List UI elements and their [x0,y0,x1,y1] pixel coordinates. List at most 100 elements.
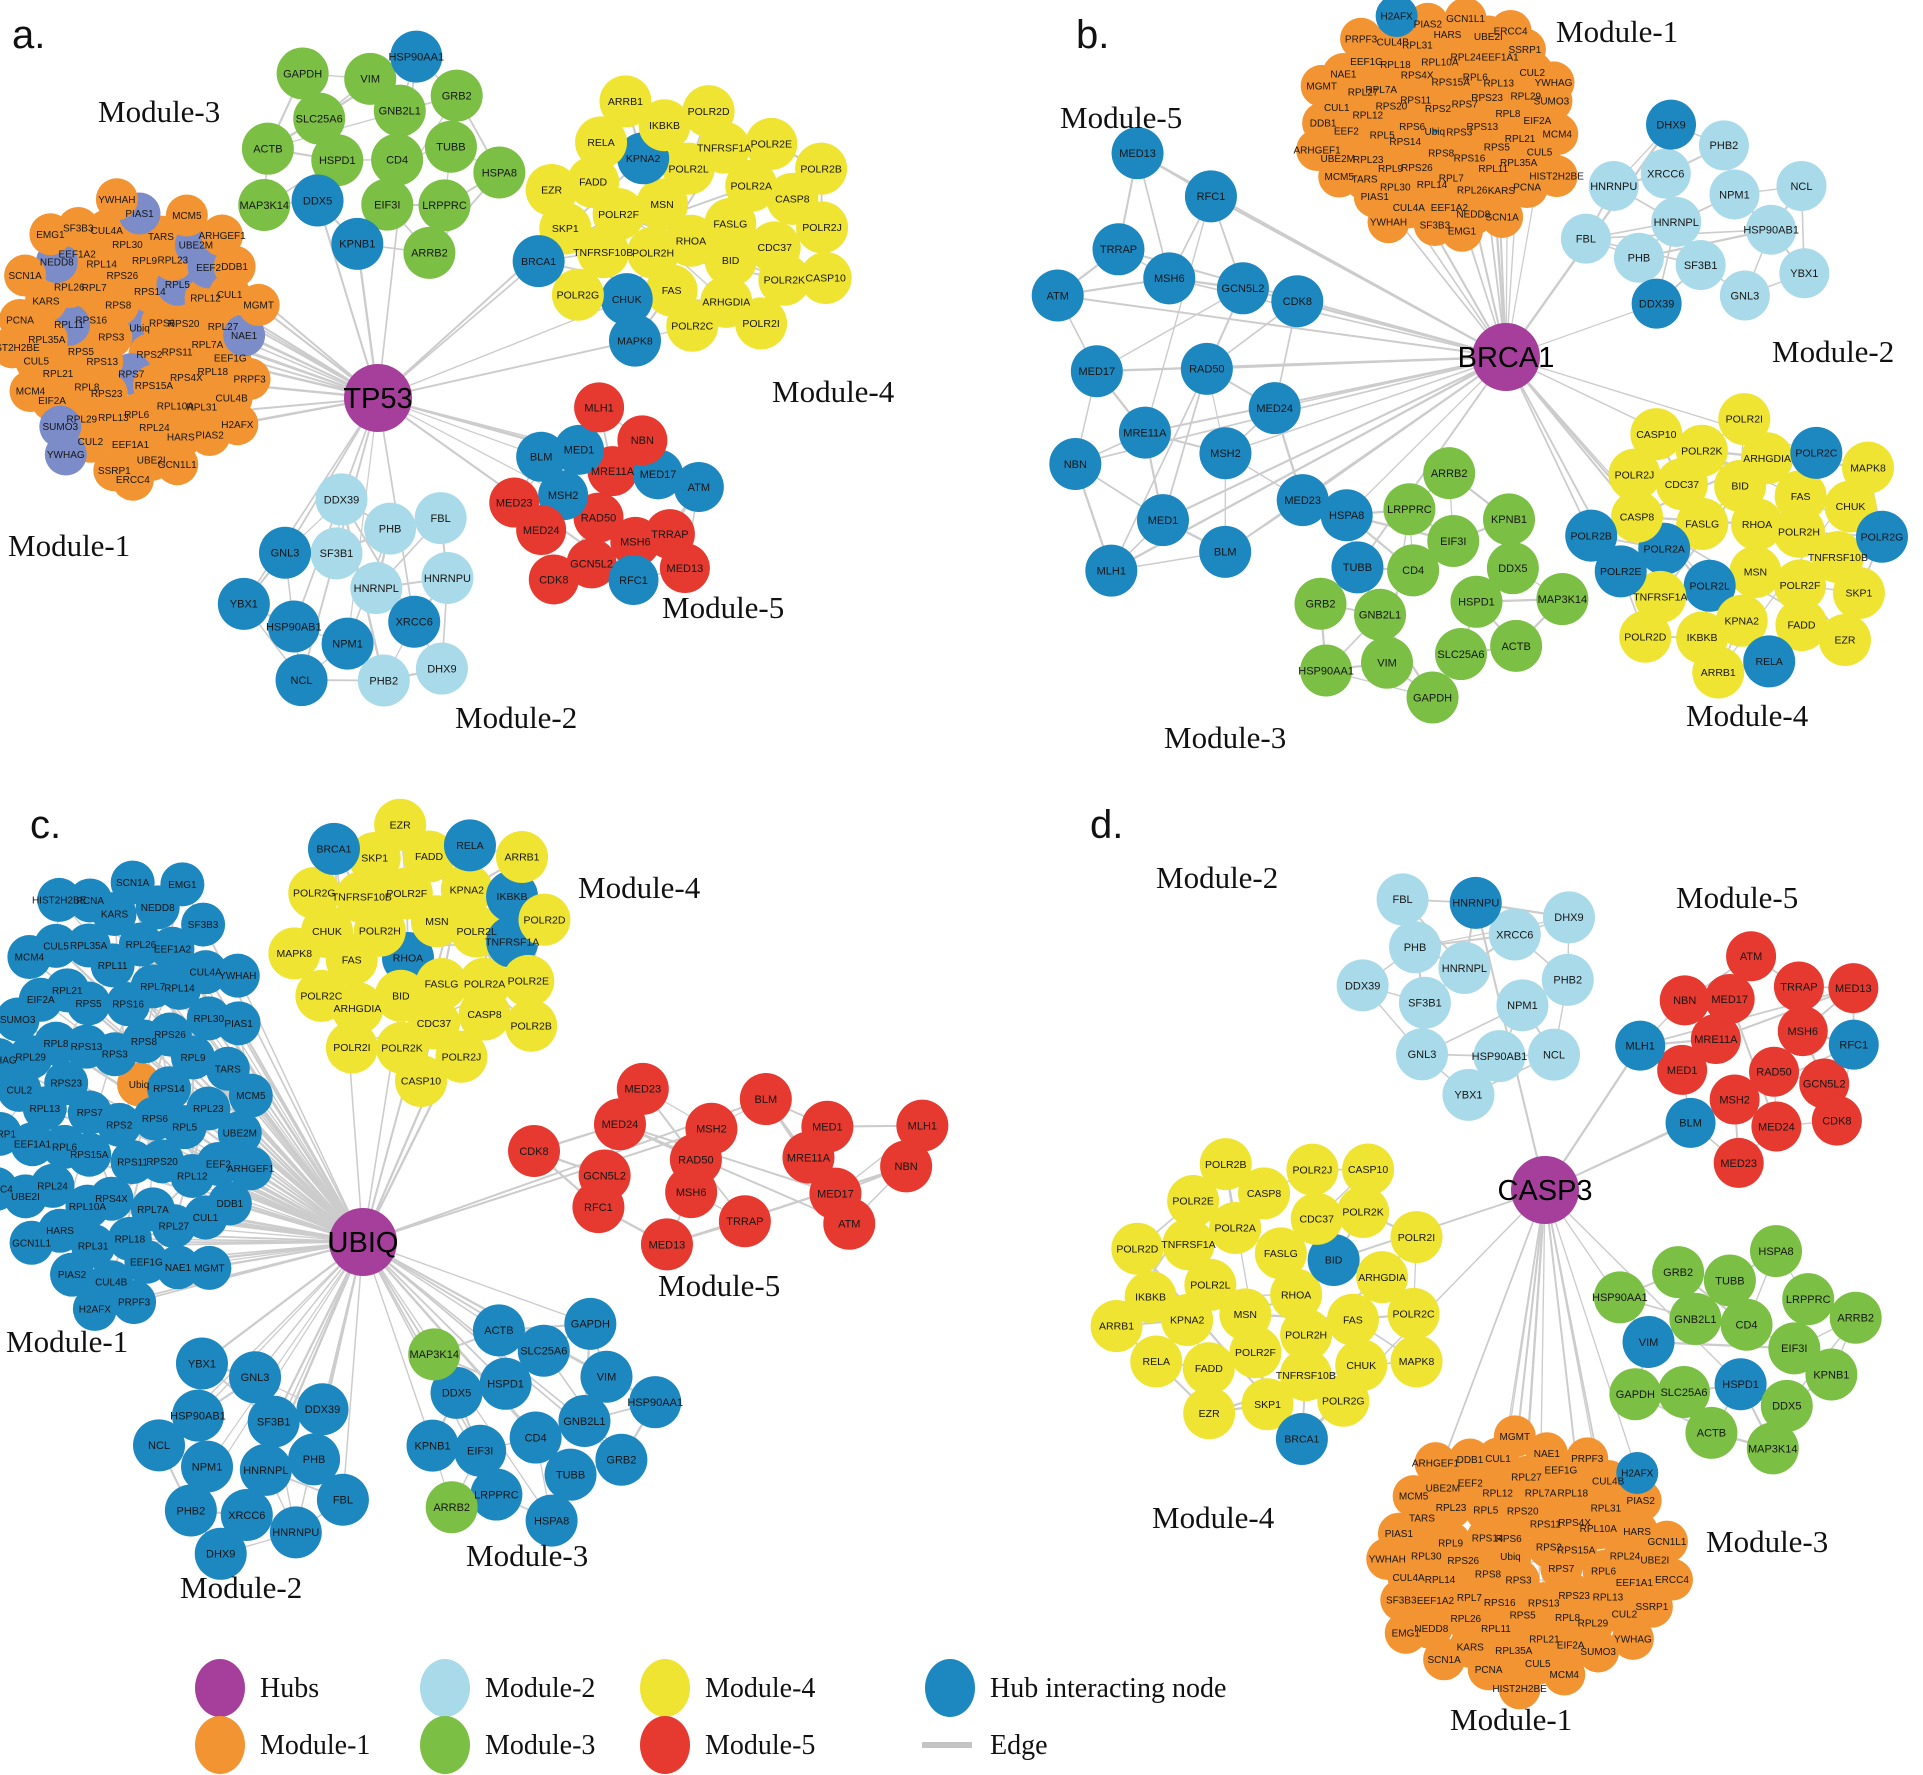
node-GRB2[interactable] [1294,577,1347,630]
node-MAPK8[interactable] [1842,441,1895,494]
node-MED23[interactable] [616,1062,669,1115]
node-ATM[interactable] [1031,269,1084,322]
node-HIST2H2BE[interactable] [1498,1667,1541,1710]
node-YWHAH[interactable] [215,953,260,998]
node-MED23[interactable] [489,477,540,528]
node-PRPF3[interactable] [1340,17,1383,60]
node-MSH2[interactable] [1199,427,1252,480]
node-POLR2F[interactable] [1229,1326,1282,1379]
node-NBN[interactable] [1659,975,1710,1026]
node-GNL3[interactable] [229,1351,282,1404]
node-ACTB[interactable] [472,1304,525,1357]
node-NCL[interactable] [1776,160,1827,211]
node-GCN1L1[interactable] [1645,1520,1688,1563]
node-PHB[interactable] [364,502,417,555]
node-DHX9[interactable] [415,642,468,695]
node-YWHAH[interactable] [1367,201,1410,244]
node-HSPD1[interactable] [1450,575,1503,628]
node-SF3B3[interactable] [181,902,226,947]
node-NCL[interactable] [275,654,328,707]
node-EIF3I[interactable] [361,178,414,231]
node-POLR2D[interactable] [1619,610,1672,663]
node-SF3B1[interactable] [1675,239,1726,290]
node-MCM4[interactable] [1543,1653,1586,1696]
node-H2AFX[interactable] [216,403,259,446]
node-MSH6[interactable] [1143,252,1196,305]
node-SF3B3[interactable] [1380,1579,1423,1622]
node-MED13[interactable] [1828,963,1879,1014]
node-DDX5[interactable] [291,174,344,227]
node-HNRNPU[interactable] [1588,160,1639,211]
node-POLR2C[interactable] [1790,426,1843,479]
node-POLR2C[interactable] [666,299,719,352]
node-NPM1[interactable] [181,1440,234,1493]
node-TNFRSF1A[interactable] [1162,1218,1215,1271]
node-POLR2A[interactable] [725,159,778,212]
node-POLR2K[interactable] [1675,424,1728,477]
node-PHB[interactable] [1389,921,1442,974]
node-EEF1A2[interactable] [150,926,195,971]
node-SKP1[interactable] [1241,1378,1294,1431]
node-YBX1[interactable] [217,577,270,630]
node-EZR[interactable] [1183,1387,1236,1440]
node-MAP3K14[interactable] [408,1328,461,1381]
node-MED23[interactable] [1276,474,1329,527]
node-EZR[interactable] [374,798,427,851]
node-MED13[interactable] [640,1218,693,1271]
node-MAPK8[interactable] [608,314,661,367]
node-RELA[interactable] [1130,1335,1183,1388]
node-HSPD1[interactable] [479,1357,532,1410]
node-KPNB1[interactable] [1805,1348,1858,1401]
node-EZR[interactable] [525,163,578,216]
node-MCM4[interactable] [1536,113,1579,156]
node-ARRB1[interactable] [1090,1300,1143,1353]
node-RPL35A[interactable] [66,923,111,968]
node-TUBB[interactable] [1331,541,1384,594]
node-HSPD1[interactable] [1714,1358,1767,1411]
node-MED24[interactable] [1248,382,1301,435]
node-POLR2I[interactable] [325,1021,378,1074]
node-POLR2K[interactable] [1337,1185,1390,1238]
node-HSPA8[interactable] [1320,489,1373,542]
node-DHX9[interactable] [1646,99,1697,150]
node-MAP3K14[interactable] [238,179,291,232]
node-MSN[interactable] [636,178,689,231]
node-FADD[interactable] [1775,599,1828,652]
node-ARRB2[interactable] [1829,1291,1882,1344]
node-CASP10[interactable] [1342,1143,1395,1196]
node-CDC37[interactable] [1290,1192,1343,1245]
node-GAPDH[interactable] [1609,1368,1662,1421]
node-POLR2K[interactable] [758,253,811,306]
node-HSP90AB1[interactable] [171,1389,224,1442]
node-GNB2L1[interactable] [558,1394,611,1447]
node-GNL3[interactable] [259,526,312,579]
node-MAPK8[interactable] [268,927,321,980]
node-POLR2G[interactable] [1317,1374,1370,1427]
node-DDB1[interactable] [207,1181,252,1226]
node-POLR2J[interactable] [796,201,849,254]
node-TUBB[interactable] [1703,1254,1756,1307]
node-NPM1[interactable] [1709,169,1760,220]
node-MCM5[interactable] [1392,1475,1435,1518]
node-UBE2M[interactable] [217,1111,262,1156]
node-MGMT[interactable] [1493,1415,1536,1458]
node-MRE11A[interactable] [1690,1013,1741,1064]
node-ARRB1[interactable] [496,831,549,884]
node-H2AFX[interactable] [1375,0,1418,38]
node-ACTB[interactable] [241,122,294,175]
node-CDK8[interactable] [528,554,579,605]
node-MED1[interactable] [1657,1044,1708,1095]
node-BID[interactable] [704,234,757,287]
node-NBN[interactable] [617,415,668,466]
node-SF3B1[interactable] [310,527,363,580]
node-XRCC6[interactable] [388,595,441,648]
node-LRPPRC[interactable] [418,179,471,232]
node-TNFRSF10B[interactable] [577,226,630,279]
node-HSP90AA1[interactable] [629,1376,682,1429]
node-EIF3I[interactable] [454,1424,507,1477]
node-HSPA8[interactable] [525,1494,578,1547]
node-ATM[interactable] [823,1197,876,1250]
node-POLR2C[interactable] [1387,1287,1440,1340]
node-SLC25A6[interactable] [293,92,346,145]
node-PIAS2[interactable] [50,1252,95,1297]
